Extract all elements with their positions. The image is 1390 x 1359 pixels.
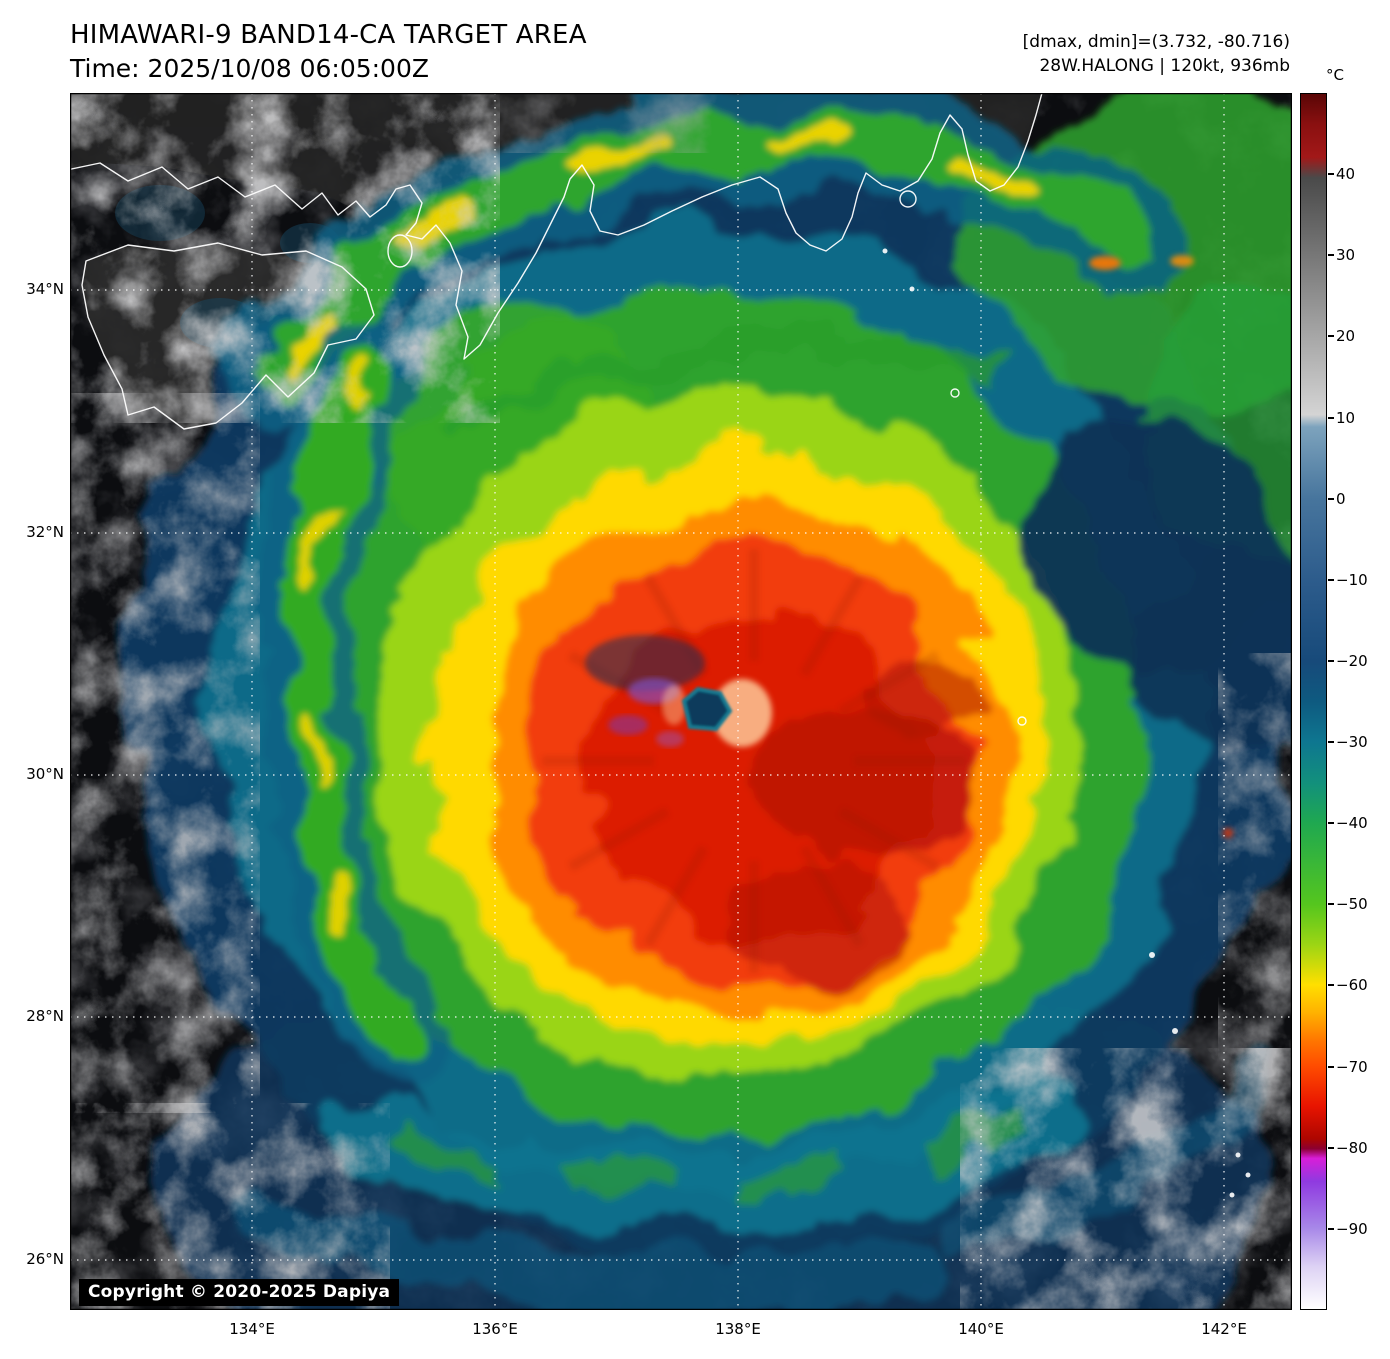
cdo-striations [542,549,966,973]
colorbar-tick-40: 40 [1327,165,1356,183]
typhoon-eye-region [585,635,772,747]
colorbar-tick-m50: −50 [1328,895,1368,913]
coastlines [70,93,1043,726]
colorbar-tick-m80: −80 [1328,1139,1368,1157]
colorbar-tick-30: 30 [1327,246,1356,264]
colorbar-tick-m40: −40 [1328,814,1368,832]
low-cloud-overlays [70,93,1292,1310]
dmax-dmin-annotation: [dmax, dmin]=(3.732, -80.716) [1022,32,1290,52]
figure-time: Time: 2025/10/08 06:05:00Z [70,54,429,83]
colorbar-tick-m20: −20 [1328,652,1368,670]
colorbar-tick-0: 0 [1328,490,1346,508]
colorbar-tick-20: 20 [1327,327,1356,345]
lat-label-28n: 28°N [26,1007,64,1025]
lat-label-34n: 34°N [26,280,64,298]
lon-label-142e: 142°E [1201,1320,1247,1338]
colorbar-tick-10: 10 [1327,409,1356,427]
colorbar-unit-label: °C [1326,66,1344,84]
colorbar-tick-m10: −10 [1328,571,1368,589]
colorbar-tick-m90: −90 [1328,1220,1368,1238]
copyright-badge: Copyright © 2020-2025 Dapiya [79,1279,400,1306]
typhoon-eye [681,686,733,732]
colorbar [1300,93,1327,1310]
storm-info-annotation: 28W.HALONG | 120kt, 936mb [1039,56,1290,76]
island-specks [882,248,1251,1198]
lat-label-26n: 26°N [26,1250,64,1268]
map-frame [70,93,1292,1310]
warm-cloud-specks [1089,255,1233,838]
lat-label-32n: 32°N [26,523,64,541]
lon-label-136e: 136°E [472,1320,518,1338]
colorbar-tick-m30: −30 [1328,733,1368,751]
satellite-map [70,93,1292,1310]
colorbar-tick-m60: −60 [1328,976,1368,994]
lat-label-30n: 30°N [26,765,64,783]
colorbar-tick-m70: −70 [1328,1058,1368,1076]
figure-title: HIMAWARI-9 BAND14-CA TARGET AREA [70,20,587,50]
lon-label-138e: 138°E [715,1320,761,1338]
lon-label-140e: 140°E [958,1320,1004,1338]
lon-label-134e: 134°E [229,1320,275,1338]
